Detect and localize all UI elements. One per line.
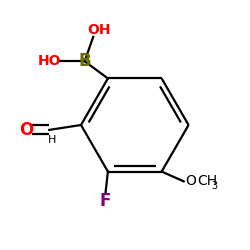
Text: H: H: [48, 135, 56, 145]
Text: B: B: [78, 52, 91, 70]
Text: HO: HO: [38, 54, 61, 68]
Text: O: O: [185, 174, 196, 188]
Text: OH: OH: [88, 22, 111, 36]
Text: 3: 3: [212, 181, 218, 191]
Text: F: F: [100, 192, 111, 210]
Text: CH: CH: [197, 174, 217, 188]
Text: O: O: [20, 121, 34, 139]
